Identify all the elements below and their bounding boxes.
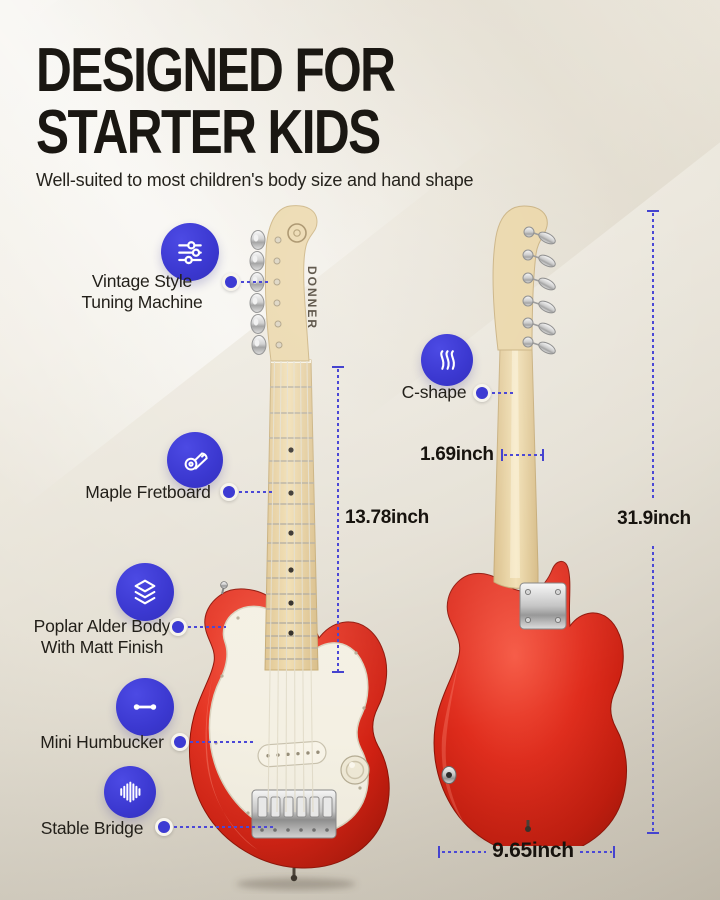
back-strap-pin (525, 820, 531, 832)
pickup-icon (116, 678, 174, 736)
page-title-line1: DESIGNED FOR (36, 36, 396, 105)
measure-nut-cap-left (501, 449, 503, 461)
bridge-assembly (251, 789, 337, 839)
tuning-machines (249, 230, 267, 355)
callout-line-bridge (174, 826, 273, 828)
page-title-line2: STARTER KIDS (36, 98, 381, 167)
callout-cshape-text: C-shape (401, 382, 467, 402)
callout-label-tuning-machine: Vintage Style Tuning Machine (58, 271, 226, 313)
callout-dot-c-shape (473, 384, 491, 402)
back-headstock (492, 205, 548, 351)
measure-body-cap-left (438, 846, 440, 858)
callout-label-maple-fretboard: Maple Fretboard (76, 482, 220, 503)
fret-dots (288, 447, 294, 636)
measure-neck-cap-top (332, 366, 344, 368)
measure-total-line-upper (652, 213, 654, 500)
measure-total-cap-bottom (647, 832, 659, 834)
callout-label-stable-bridge: Stable Bridge (28, 818, 156, 839)
neck-highlight (510, 348, 520, 578)
callout-label-mini-humbucker: Mini Humbucker (30, 732, 174, 753)
measure-nut-cap-right (542, 449, 544, 461)
frets (265, 386, 318, 660)
callout-line-fretboard (239, 491, 273, 493)
front-guitar-shadow (236, 878, 356, 890)
back-body-sheen (441, 658, 466, 826)
back-tuning-machines (522, 226, 556, 355)
callout-label-poplar-body: Poplar Alder Body With Matt Finish (30, 616, 174, 658)
strap-button-top (220, 581, 228, 595)
measure-nut-line (504, 454, 542, 456)
measure-neck-cap-bottom (332, 671, 344, 673)
callout-dot-body (169, 618, 187, 636)
measure-body-line-right (580, 851, 612, 853)
front-pickguard (208, 605, 369, 836)
callout-dot-tuning (222, 273, 240, 291)
log-icon (167, 432, 223, 488)
callout-dot-fretboard (220, 483, 238, 501)
measure-neck-length-text: 13.78inch (345, 507, 429, 528)
strap-pin-bottom (290, 868, 298, 882)
callout-label-c-shape: C-shape (396, 382, 472, 403)
waves-icon (421, 334, 473, 386)
back-neck (493, 347, 539, 589)
measure-total-length-text: 31.9inch (617, 508, 691, 529)
back-guitar-body (433, 561, 628, 846)
measure-total-line-lower (652, 546, 654, 831)
callout-body-line2: With Matt Finish (40, 637, 164, 657)
callout-line-body (188, 626, 226, 628)
callout-line-c-shape (492, 392, 514, 394)
callout-line-humbucker (190, 741, 255, 743)
neck-plate (519, 582, 567, 630)
callout-tuning-line2: Tuning Machine (81, 292, 203, 312)
callout-line-tuning (241, 281, 269, 283)
callout-fretboard-text: Maple Fretboard (85, 482, 211, 502)
strings (267, 360, 314, 813)
measure-body-line-left (442, 851, 486, 853)
callout-dot-humbucker (171, 733, 189, 751)
output-jack (441, 766, 457, 784)
measure-total-cap-top (647, 210, 659, 212)
layers-icon (116, 563, 174, 621)
sliders-icon (161, 223, 219, 281)
callout-bridge-text: Stable Bridge (40, 818, 144, 838)
callout-tuning-line1: Vintage Style (91, 271, 193, 291)
volume-knob (340, 755, 370, 785)
headstock-logo-emblem (287, 223, 307, 243)
waveform-icon (104, 766, 156, 818)
measure-body-width-text: 9.65inch (492, 839, 574, 862)
headstock-logo-inner (293, 229, 301, 237)
measure-neck-line (337, 369, 339, 671)
single-coil-pickup (257, 740, 327, 768)
measure-nut-width-text: 1.69inch (420, 444, 494, 465)
guitar-front-view: DONNER (188, 205, 390, 890)
callout-body-line1: Poplar Alder Body (33, 616, 171, 636)
measure-body-cap-right (613, 846, 615, 858)
brand-logo-text: DONNER (305, 266, 319, 330)
callout-dot-bridge (155, 818, 173, 836)
tuner-posts (273, 236, 283, 349)
callout-humbucker-text: Mini Humbucker (40, 732, 164, 752)
page-subtitle: Well-suited to most children's body size… (36, 170, 474, 190)
guitar-back-view (433, 205, 628, 846)
